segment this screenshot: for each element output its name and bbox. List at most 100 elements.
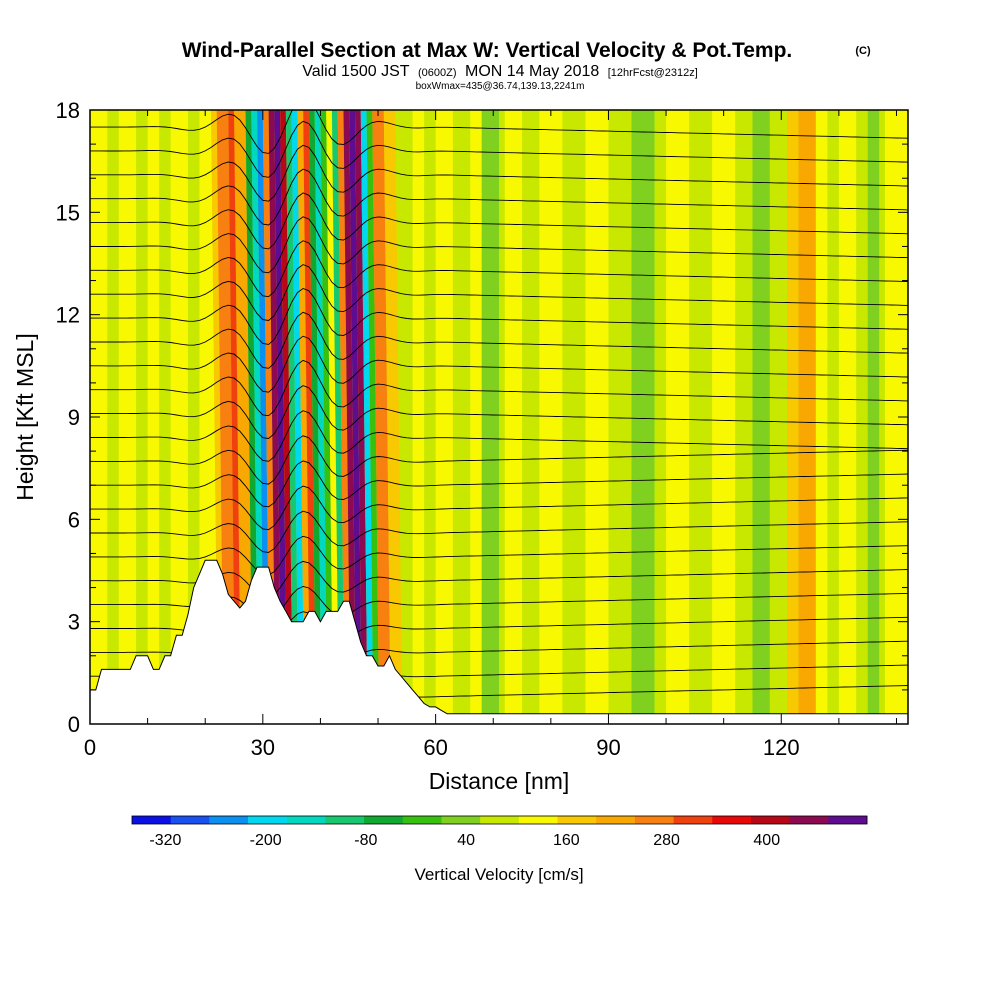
- colorbar-tick-label: 160: [553, 832, 580, 849]
- colorbar-swatch: [712, 816, 752, 824]
- velocity-band: [539, 110, 563, 724]
- velocity-band: [838, 110, 857, 724]
- x-tick-label: 120: [763, 735, 800, 760]
- colorbar-outline: [131, 815, 868, 825]
- y-tick-label: 12: [56, 303, 80, 328]
- velocity-band: [303, 110, 316, 724]
- box-info: boxWmax=435@36.74,139.13,2241m: [416, 81, 585, 92]
- colorbar-swatch: [634, 816, 674, 824]
- y-axis-label: Height [Kft MSL]: [12, 333, 38, 500]
- velocity-band: [470, 110, 482, 724]
- velocity-band: [752, 110, 770, 724]
- isentrope-line: [90, 410, 908, 462]
- colorbar-swatch: [596, 816, 636, 824]
- tick-labels: 0 30 60 90 120 0 3 6 9 12 15 18: [56, 98, 800, 760]
- velocity-band: [291, 110, 305, 724]
- isentrope-line: [90, 460, 908, 508]
- colorbar-swatch: [325, 816, 365, 824]
- velocity-band: [331, 110, 345, 724]
- isentrope-line: [90, 264, 908, 321]
- isentrope-line: [90, 535, 908, 576]
- velocity-band: [631, 110, 655, 724]
- colorbar-swatch: [248, 816, 288, 824]
- isentrope-line: [90, 192, 908, 250]
- velocity-band: [383, 110, 403, 724]
- y-tick-label: 0: [68, 712, 80, 737]
- velocity-band: [412, 110, 425, 724]
- velocity-band: [666, 110, 690, 724]
- y-tick-label: 6: [68, 507, 80, 532]
- colorbar-swatch: [480, 816, 520, 824]
- velocity-band: [147, 110, 160, 724]
- y-tick-label: 15: [56, 200, 80, 225]
- colorbar-swatch: [750, 816, 791, 824]
- velocity-band: [787, 110, 799, 724]
- valid-date: MON 14 May 2018: [465, 63, 599, 80]
- colorbar-swatch: [402, 816, 442, 824]
- x-axis-label: Distance [nm]: [429, 768, 570, 794]
- velocity-band: [360, 110, 374, 724]
- colorbar-swatch: [364, 816, 404, 824]
- colorbar-swatch: [441, 816, 481, 824]
- isentrope-line: [90, 168, 908, 226]
- colorbar-swatch: [789, 816, 829, 824]
- isentrope-line: [90, 120, 908, 178]
- isentrope-line: [90, 311, 908, 369]
- colorbar-swatch: [286, 816, 326, 824]
- velocity-band: [297, 110, 311, 724]
- copyright-mark: (C): [855, 45, 871, 57]
- colorbar-swatch: [518, 816, 558, 824]
- velocity-band: [262, 110, 276, 724]
- velocity-band: [170, 110, 188, 724]
- axis-ticks: [89, 109, 908, 725]
- colorbar-swatch: [828, 816, 868, 824]
- velocity-band: [268, 110, 282, 724]
- velocity-band: [366, 110, 380, 724]
- colorbar-swatch: [209, 816, 249, 824]
- colorbar-swatch: [132, 816, 172, 824]
- velocity-band: [280, 110, 293, 724]
- x-tick-label: 0: [84, 735, 96, 760]
- isentrope-line: [90, 110, 908, 154]
- isentrope-line: [90, 335, 908, 393]
- colorbar-swatch: [170, 816, 210, 824]
- velocity-band: [285, 110, 299, 724]
- isentrope-line: [90, 510, 908, 553]
- colorbar-title: Vertical Velocity [cm/s]: [414, 865, 583, 884]
- velocity-band: [481, 110, 499, 724]
- terrain: [90, 559, 908, 724]
- velocity-band: [435, 110, 453, 724]
- velocity-band: [798, 110, 816, 724]
- velocity-band: [884, 110, 908, 724]
- velocity-band: [314, 110, 328, 724]
- velocity-band: [343, 110, 357, 724]
- valid-time-line: Valid 1500 JST (0600Z) MON 14 May 2018 […: [302, 63, 698, 80]
- velocity-band: [504, 110, 523, 724]
- chart-title: Wind-Parallel Section at Max W: Vertical…: [182, 39, 793, 62]
- isentrope-line: [90, 359, 908, 417]
- colorbar-swatch: [673, 816, 713, 824]
- valid-prefix: Valid 1500 JST: [302, 63, 410, 80]
- colorbar-tick-label: -80: [354, 832, 377, 849]
- terrain-profile: [90, 559, 908, 724]
- colorbar-tick-label: -320: [149, 832, 181, 849]
- velocity-band: [349, 110, 362, 724]
- colorbar-labels: -320 -200 -80 40 160 280 400: [149, 832, 780, 849]
- y-tick-label: 9: [68, 405, 80, 430]
- velocity-band: [274, 110, 288, 724]
- velocity-band: [712, 110, 736, 724]
- colorbar: [131, 815, 868, 825]
- velocity-band: [354, 110, 368, 724]
- colorbar-tick-label: 280: [653, 832, 680, 849]
- isentrope-line: [90, 144, 908, 202]
- y-tick-label: 3: [68, 610, 80, 635]
- velocity-band: [245, 110, 259, 724]
- colorbar-tick-label: 400: [753, 832, 780, 849]
- isentrope-line: [90, 560, 908, 599]
- x-tick-label: 60: [423, 735, 447, 760]
- isentrope-line: [90, 287, 908, 345]
- velocity-band: [234, 110, 253, 724]
- utc-time: (0600Z): [418, 67, 457, 79]
- x-tick-label: 30: [251, 735, 275, 760]
